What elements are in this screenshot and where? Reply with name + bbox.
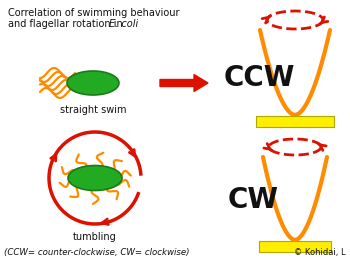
- Text: Correlation of swimming behaviour: Correlation of swimming behaviour: [8, 8, 180, 18]
- Text: E. coli: E. coli: [109, 19, 138, 29]
- Bar: [256, 116, 334, 127]
- FancyArrow shape: [160, 74, 208, 92]
- Text: tumbling: tumbling: [73, 232, 117, 242]
- Bar: [259, 241, 331, 252]
- Text: CW: CW: [228, 186, 279, 214]
- Text: (CCW= counter-clockwise, CW= clockwise): (CCW= counter-clockwise, CW= clockwise): [4, 248, 189, 257]
- Text: © Kohidai, L: © Kohidai, L: [294, 248, 346, 257]
- Text: and flagellar rotation in: and flagellar rotation in: [8, 19, 126, 29]
- Text: CCW: CCW: [224, 64, 295, 92]
- Ellipse shape: [67, 71, 119, 95]
- Ellipse shape: [68, 165, 122, 190]
- Text: straight swim: straight swim: [60, 105, 126, 115]
